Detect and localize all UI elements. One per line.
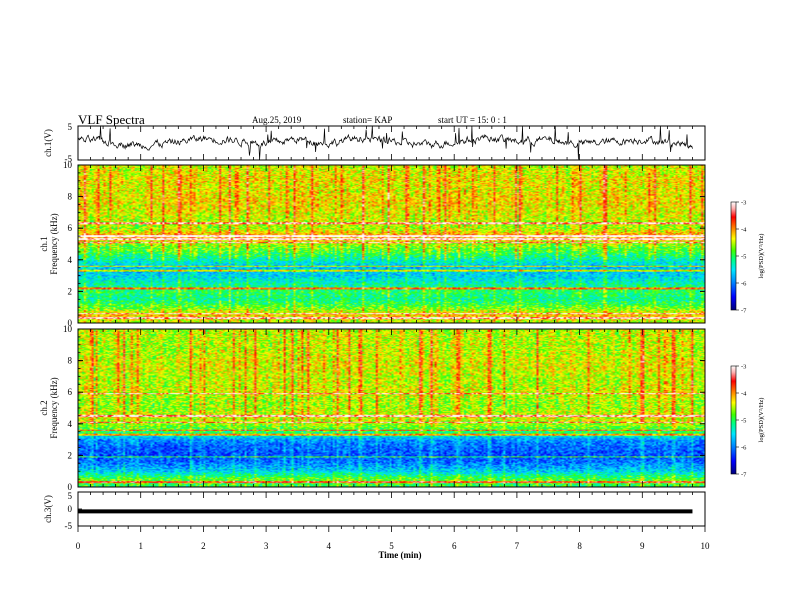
ch2-ylabel-freq: Frequency (kHz): [49, 377, 59, 438]
time-tick-label: 4: [327, 541, 332, 551]
station-label: station= KAP: [343, 115, 393, 125]
time-tick-label: 7: [515, 541, 520, 551]
time-tick-label: 3: [264, 541, 269, 551]
spectrogram-image: [78, 165, 705, 323]
start-time-label: start UT = 15: 0 : 1: [438, 115, 507, 125]
ch1-spectrogram-panel: 0 2 4 6 8 10 ch.1 Frequency (kHz): [39, 160, 706, 328]
freq-tick-label: 2: [68, 286, 73, 296]
ch1-ticks: [77, 126, 706, 160]
ch2-colorbar-label: log(PSD)(V²/Hz): [758, 398, 765, 443]
colorbar-tick-label: -3: [741, 200, 746, 207]
colorbar-tick-label: -7: [741, 308, 747, 315]
ch1-colorbar: -3 -4 -5 -6 -7 log(PSD)(V²/Hz): [730, 200, 765, 315]
ch2-spectrogram-ticks: [77, 328, 706, 488]
freq-tick-label: 8: [68, 356, 73, 366]
ch2-ylabel-channel: ch.2: [39, 400, 49, 415]
ch1-ytick-5: 5: [68, 122, 73, 132]
time-axis-tick-labels: 0 1 2 3 4 5 6 7 8 9 10: [76, 541, 710, 551]
ch1-waveform-panel: 5 -5 ch.1(V): [43, 122, 706, 164]
time-tick-label: 0: [76, 541, 81, 551]
ch2-freq-tick-labels: 0 2 4 6 8 10: [63, 324, 73, 492]
colorbar-tick-label: -5: [741, 254, 746, 261]
ch2-colorbar-ticks: -3 -4 -5 -6 -7: [736, 364, 747, 479]
time-tick-label: 5: [389, 541, 394, 551]
ch3-ytick-neg5: -5: [65, 521, 73, 531]
freq-tick-label: 6: [68, 223, 73, 233]
freq-tick-label: 6: [68, 387, 73, 397]
ch1-ylabel-freq: Frequency (kHz): [49, 213, 59, 274]
freq-tick-label: 8: [68, 192, 73, 202]
colorbar-tick-label: -4: [741, 227, 747, 234]
ch3-ylabel: ch.3(V): [43, 495, 53, 523]
colorbar-tick-label: -7: [741, 472, 747, 479]
ch1-ylabel: ch.1(V): [43, 129, 53, 157]
freq-tick-label: 0: [68, 482, 73, 492]
time-axis-label: Time (min): [378, 550, 421, 560]
ch1-trace: [77, 125, 693, 161]
spectrogram-image: [78, 329, 705, 487]
freq-tick-label: 0: [68, 318, 73, 328]
time-tick-label: 10: [701, 541, 711, 551]
colorbar-tick-label: -5: [741, 418, 746, 425]
ch2-spectrogram-heatmap: [78, 329, 705, 487]
ch1-waveform-line: [77, 125, 693, 161]
freq-tick-label: 2: [68, 450, 73, 460]
chart-title: VLF Spectra: [78, 112, 145, 127]
freq-tick-label: 10: [63, 324, 73, 334]
ch2-colorbar: -3 -4 -5 -6 -7 log(PSD)(V²/Hz): [730, 364, 765, 479]
ch2-colorbar-gradient: [730, 365, 737, 475]
time-tick-label: 6: [452, 541, 457, 551]
ch1-colorbar-label: log(PSD)(V²/Hz): [758, 234, 765, 279]
date-label: Aug.25, 2019: [252, 115, 302, 125]
time-tick-label: 1: [138, 541, 143, 551]
colorbar-tick-label: -6: [741, 445, 747, 452]
ch1-spectrogram-ticks: [77, 164, 706, 324]
time-tick-label: 9: [640, 541, 645, 551]
freq-tick-label: 4: [68, 419, 73, 429]
freq-tick-label: 4: [68, 255, 73, 265]
time-tick-label: 2: [201, 541, 206, 551]
colorbar-tick-label: -3: [741, 364, 746, 371]
colorbar-tick-label: -6: [741, 281, 747, 288]
ch1-colorbar-ticks: -3 -4 -5 -6 -7: [736, 200, 747, 315]
ch1-ytick-neg5: -5: [65, 154, 73, 164]
ch2-spectrogram-panel: 0 2 4 6 8 10 ch.2 Frequency (kHz): [39, 324, 706, 492]
colorbar-tick-label: -4: [741, 391, 747, 398]
ch1-colorbar-gradient: [730, 201, 737, 311]
ch3-ytick-0: 0: [68, 504, 73, 514]
ch1-spectrogram-heatmap: [78, 165, 705, 323]
time-tick-label: 8: [577, 541, 582, 551]
ch1-ylabel-channel: ch.1: [39, 236, 49, 251]
freq-tick-label: 10: [63, 160, 73, 170]
ch3-ticks: [77, 491, 706, 532]
ch3-ytick-5: 5: [68, 491, 73, 501]
ch1-freq-tick-labels: 0 2 4 6 8 10: [63, 160, 73, 328]
ch3-waveform-panel: 5 0 -5 ch.3(V): [43, 491, 706, 532]
